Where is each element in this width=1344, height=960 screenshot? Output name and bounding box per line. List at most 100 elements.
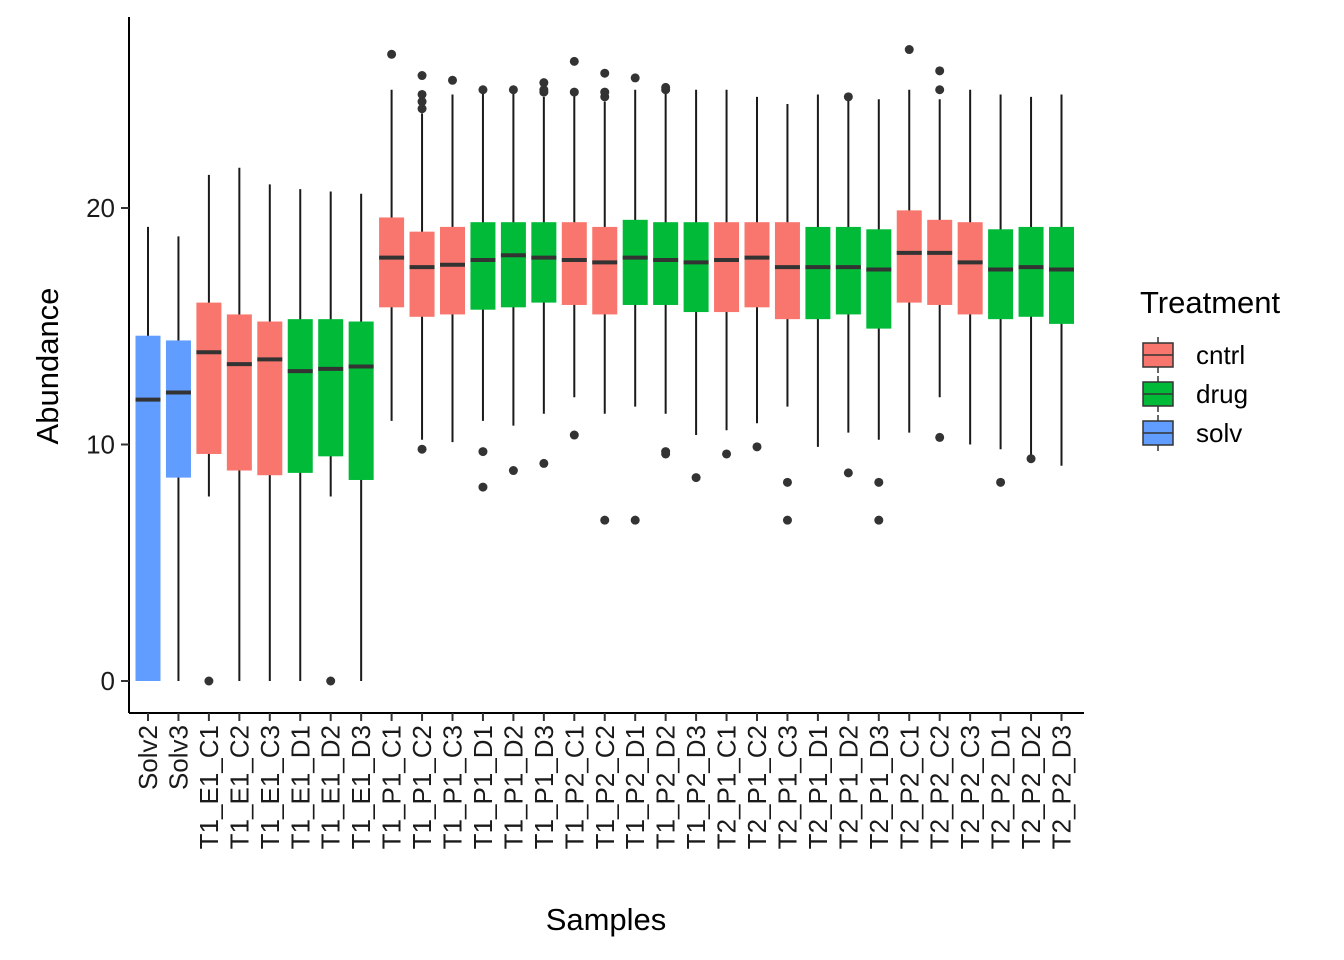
legend-title: Treatment [1140, 285, 1281, 320]
box-T1_E1_C2 [226, 167, 252, 681]
box-body [348, 321, 374, 480]
box-body [774, 222, 800, 320]
outlier-point [569, 56, 579, 66]
outlier-point [661, 82, 671, 92]
outlier-point [752, 442, 762, 452]
box-body [805, 226, 831, 320]
outlier-point [417, 104, 427, 114]
box-body [622, 219, 648, 305]
legend-item-drug: drug [1142, 376, 1248, 412]
legend-item-solv: solv [1142, 415, 1242, 451]
box-body [196, 302, 222, 454]
x-tick-label: T2_P2_C3 [955, 725, 985, 849]
x-tick-label: T1_P2_D3 [681, 725, 711, 849]
box-body [531, 222, 557, 303]
outlier-point [874, 515, 884, 525]
box-body [744, 222, 770, 308]
outlier-point [539, 458, 549, 468]
x-tick-label: Solv3 [163, 725, 193, 790]
x-tick-label: T1_P1_D1 [468, 725, 498, 849]
box-T2_P2_C1 [896, 45, 922, 433]
x-tick-label: T2_P1_C3 [772, 725, 802, 849]
y-tick-label: 20 [86, 193, 115, 223]
x-tick-label: T2_P2_D2 [1016, 725, 1046, 849]
outlier-point [874, 477, 884, 487]
box-Solv2 [135, 226, 161, 681]
outlier-point [539, 85, 549, 95]
outlier-point [722, 449, 732, 459]
box-body [866, 229, 892, 329]
outlier-point [600, 68, 610, 78]
box-body [927, 219, 953, 305]
box-T1_P1_D2 [500, 85, 526, 476]
outlier-point [630, 515, 640, 525]
box-T2_P1_C1 [714, 89, 740, 459]
outlier-point [417, 71, 427, 81]
outlier-point [1026, 454, 1036, 464]
x-tick-label: T1_P2_C1 [559, 725, 589, 849]
x-tick-label: T2_P1_C2 [742, 725, 772, 849]
outlier-point [661, 447, 671, 457]
x-tick-label: T1_P1_D2 [498, 725, 528, 849]
outlier-point [600, 515, 610, 525]
box-T1_P1_C1 [379, 49, 405, 421]
outlier-point [478, 85, 488, 95]
box-T1_P2_C1 [561, 56, 587, 440]
outlier-point [782, 477, 792, 487]
box-T1_E1_D2 [318, 191, 344, 686]
plot-area [135, 45, 1074, 686]
outlier-point [843, 92, 853, 102]
outlier-point [782, 515, 792, 525]
outlier-point [508, 466, 518, 476]
box-T1_E1_D1 [287, 189, 313, 681]
outlier-point [326, 676, 336, 686]
box-T1_P2_D1 [622, 73, 648, 525]
box-T2_P1_D2 [835, 92, 861, 478]
box-T2_P2_C3 [957, 89, 983, 445]
box-T1_P2_D2 [653, 82, 679, 459]
outlier-point [935, 66, 945, 76]
box-body [592, 226, 618, 315]
outlier-point [478, 482, 488, 492]
outlier-point [843, 468, 853, 478]
box-T1_P1_C2 [409, 71, 435, 454]
box-body [561, 222, 587, 305]
x-tick-label: T1_P1_C3 [438, 725, 468, 849]
x-tick-label: T2_P2_C2 [925, 725, 955, 849]
box-body [440, 226, 465, 315]
outlier-point [387, 49, 397, 59]
box-body [257, 321, 283, 476]
x-tick-label: T1_E1_C3 [255, 725, 285, 849]
outlier-point [935, 432, 945, 442]
outlier-point [569, 430, 579, 440]
outlier-point [904, 45, 914, 55]
y-axis-title: Abundance [30, 288, 65, 445]
box-body [683, 222, 709, 313]
box-T1_P1_D1 [470, 85, 496, 492]
outlier-point [569, 87, 579, 97]
y-tick-label: 0 [101, 666, 115, 696]
box-Solv3 [165, 236, 191, 681]
x-tick-label: T1_P1_C1 [377, 725, 407, 849]
x-tick-label: Solv2 [133, 725, 163, 790]
x-tick-label: T1_P1_D3 [529, 725, 559, 849]
box-body [653, 222, 679, 305]
box-body [957, 222, 983, 315]
box-body [318, 319, 344, 457]
outlier-point [539, 78, 549, 88]
x-axis: Solv2 Solv3 T1_E1_C1 T1_E1_C2 T1_E1_C3 T1_E1_… [129, 712, 1084, 849]
box-body [1018, 226, 1044, 317]
legend-label: drug [1196, 379, 1248, 409]
outlier-point [508, 85, 518, 95]
x-tick-label: T2_P2_D3 [1047, 725, 1077, 849]
box-T1_E1_C1 [196, 174, 222, 686]
x-tick-label: T2_P2_D1 [986, 725, 1016, 849]
legend-item-cntrl: cntrl [1142, 337, 1245, 373]
outlier-point [204, 676, 214, 686]
x-tick-label: T1_E1_D1 [285, 725, 315, 849]
box-body [287, 319, 313, 473]
box-T2_P2_D1 [988, 94, 1014, 487]
x-tick-label: T1_E1_C1 [194, 725, 224, 849]
outlier-point [600, 87, 610, 97]
